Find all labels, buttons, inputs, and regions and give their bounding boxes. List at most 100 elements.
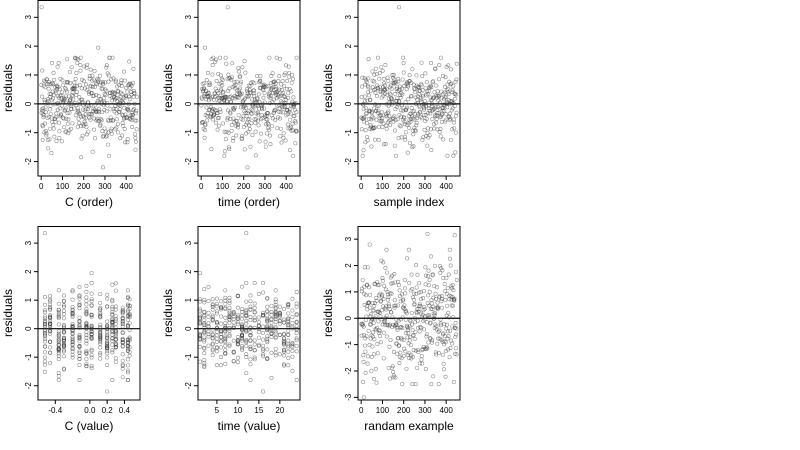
data-point: [294, 327, 299, 332]
data-point: [435, 127, 440, 132]
data-point: [214, 345, 219, 350]
data-point: [410, 287, 415, 292]
data-point: [402, 286, 407, 291]
data-point: [74, 71, 79, 76]
data-point: [270, 71, 275, 76]
data-point: [202, 300, 207, 305]
data-point: [227, 334, 232, 339]
data-point: [269, 350, 274, 355]
data-point: [425, 89, 430, 94]
data-point: [422, 327, 427, 332]
data-point: [377, 329, 382, 334]
data-point: [44, 110, 49, 115]
data-point: [426, 283, 431, 288]
data-point: [259, 131, 264, 136]
data-point: [451, 153, 456, 158]
data-point: [289, 80, 294, 85]
data-point: [267, 127, 272, 132]
y-tick-label: 1: [24, 297, 33, 302]
data-point: [435, 305, 440, 310]
data-point: [202, 337, 207, 342]
data-point: [451, 83, 456, 88]
data-point: [440, 111, 445, 116]
data-point: [210, 348, 215, 353]
data-point: [98, 292, 103, 297]
data-point: [409, 310, 414, 315]
data-point: [365, 98, 370, 103]
data-point: [211, 117, 216, 122]
data-point: [231, 314, 236, 319]
data-point: [86, 129, 91, 134]
data-point: [97, 73, 102, 78]
data-point: [443, 94, 448, 99]
data-point: [247, 123, 252, 128]
data-point: [246, 83, 251, 88]
data-point: [383, 315, 388, 320]
data-point: [70, 323, 75, 328]
data-point: [120, 120, 125, 125]
data-point: [241, 114, 246, 119]
data-point: [268, 96, 273, 101]
data-point: [409, 322, 414, 327]
y-tick-label: 1: [344, 72, 353, 77]
data-point: [414, 128, 419, 133]
data-point: [369, 354, 374, 359]
data-point: [223, 305, 228, 310]
data-point: [61, 329, 66, 334]
data-point: [403, 349, 408, 354]
data-point: [294, 331, 299, 336]
data-point: [398, 124, 403, 129]
data-point: [130, 125, 135, 130]
data-point: [404, 105, 409, 110]
y-tick-label: -1: [344, 341, 353, 349]
data-point: [450, 303, 455, 308]
data-point: [203, 45, 208, 50]
data-point: [269, 326, 274, 331]
data-point: [219, 314, 224, 319]
data-point: [72, 86, 77, 91]
data-point: [451, 117, 456, 122]
y-tick-label: -2: [184, 382, 193, 390]
data-point: [210, 307, 215, 312]
data-point: [200, 120, 205, 125]
data-point: [286, 311, 291, 316]
data-point: [364, 334, 369, 339]
data-point: [113, 318, 118, 323]
x-tick-label: 20: [275, 406, 284, 415]
y-tick-label: 3: [344, 236, 353, 241]
data-point: [278, 126, 283, 131]
data-point: [105, 344, 110, 349]
data-point: [240, 324, 245, 329]
data-point: [252, 93, 257, 98]
data-point: [290, 368, 295, 373]
data-point: [381, 330, 386, 335]
data-point: [231, 309, 236, 314]
data-point: [363, 98, 368, 103]
data-point: [244, 231, 249, 236]
data-point: [56, 308, 61, 313]
data-point: [273, 288, 278, 293]
data-point: [86, 100, 91, 105]
data-point: [422, 127, 427, 132]
data-point: [294, 328, 299, 333]
data-point: [392, 128, 397, 133]
data-point: [89, 299, 94, 304]
data-point: [422, 305, 427, 310]
data-point: [280, 100, 285, 105]
data-point: [244, 87, 249, 92]
data-point: [450, 106, 455, 111]
data-point: [416, 350, 421, 355]
data-point: [379, 308, 384, 313]
data-point: [433, 120, 438, 125]
data-point: [236, 122, 241, 127]
data-point: [284, 113, 289, 118]
data-point: [77, 335, 82, 340]
data-point: [261, 389, 266, 394]
data-point: [378, 334, 383, 339]
data-point: [52, 134, 57, 139]
data-point: [89, 330, 94, 335]
data-point: [89, 355, 94, 360]
data-point: [113, 314, 118, 319]
data-point: [255, 96, 260, 101]
data-point: [133, 147, 138, 152]
